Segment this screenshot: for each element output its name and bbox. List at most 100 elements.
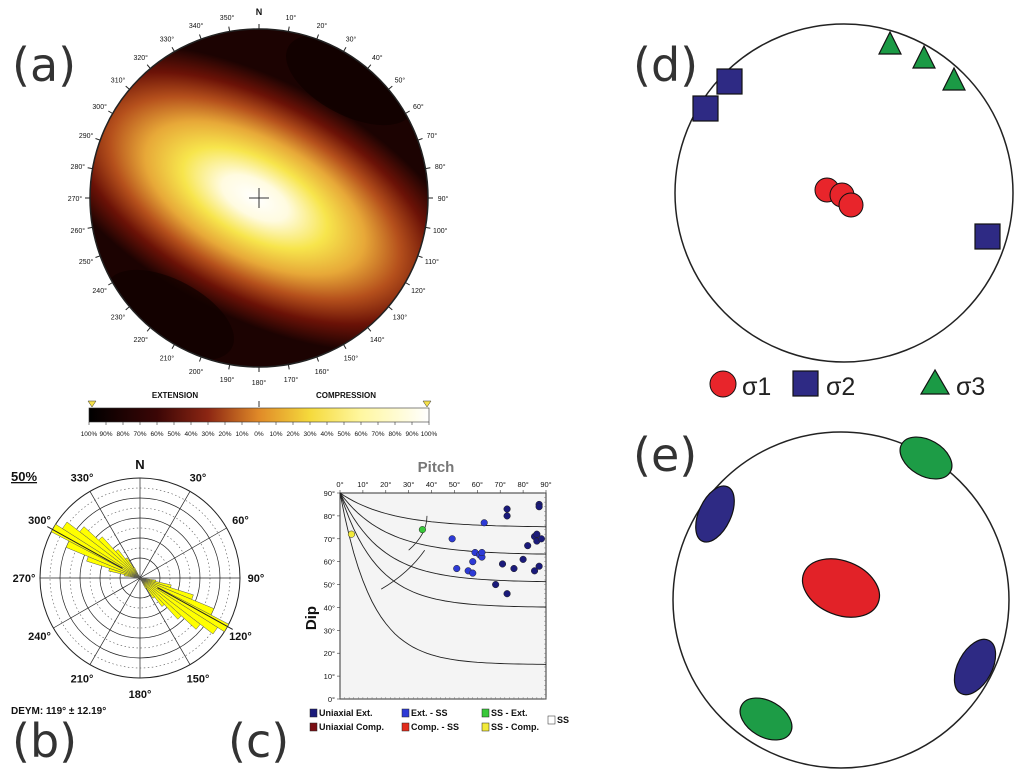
sigma2-square [974,223,1001,250]
rose-angle-label: 330° [71,473,94,485]
sigma3-triangle [878,30,902,55]
sigma1-circle [838,192,864,218]
x-tick-label: 10° [357,480,368,489]
legend-label: Uniaxial Ext. [319,708,373,718]
panel-label-c: (c) [228,714,290,768]
azimuth-ticks [85,24,433,372]
azimuth-tick [367,64,372,69]
azimuth-label: 70° [427,132,438,140]
colorbar-compression-title: COMPRESSION [316,391,376,400]
data-point [418,526,426,534]
azimuth-label: 10° [286,14,297,22]
colorbar-tick-label: 20% [218,431,231,438]
x-tick-label: 0° [336,480,343,489]
colorbar-left-marker [87,400,97,408]
legend-label: Uniaxial Comp. [319,722,384,732]
legend-swatch [481,708,490,718]
azimuth-tick [388,85,393,90]
legend-label: SS [557,715,569,725]
legend-label: Comp. - SS [411,722,459,732]
legend-swatch [481,722,490,732]
data-point [519,555,527,563]
data-point [537,535,545,543]
colorbar-tick-label: 10% [269,431,282,438]
azimuth-label: 160° [315,368,330,376]
colorbar-tick-label: 40% [320,431,333,438]
azimuth-label: 40° [372,54,383,62]
azimuth-label: 290° [79,132,94,140]
colorbar-tick-label: 80% [388,431,401,438]
azimuth-tick [367,327,372,332]
azimuth-tick [146,64,151,69]
azimuth-label: 100° [433,227,448,235]
azimuth-label: 270° [68,195,83,203]
rose-petal [139,577,147,589]
azimuth-label: 130° [393,313,408,321]
legend-sigma2-label: σ2 [826,373,855,401]
azimuth-tick [405,110,410,114]
azimuth-tick [171,47,175,52]
azimuth-label: 330° [160,36,175,44]
data-points [347,500,545,598]
azimuth-label: 240° [92,287,107,295]
azimuth-tick [343,47,347,52]
azimuth-label: 190° [220,376,235,384]
data-point [347,530,355,538]
sigma1-ellipse [801,558,881,618]
y-axis-label: Dip [303,606,320,630]
colorbar-tick-label: 60% [354,431,367,438]
azimuth-label: 220° [133,336,148,344]
y-tick-label: 40° [324,603,335,612]
panel-label-a: (a) [12,38,77,92]
plot-area [339,492,547,700]
sigma2-square [692,95,719,122]
azimuth-tick [425,226,431,229]
divider-arc [408,515,428,551]
rose-mean-line [157,587,233,630]
sigma3-ellipse [899,436,953,480]
azimuth-label: 110° [425,258,439,266]
sigma2-square [716,68,743,95]
azimuth-label: 300° [92,103,107,111]
azimuth-tick [87,167,93,170]
colorbar-ticks: 100% 90% 80% 70% 60% 50% 40% 30% 20% 10% 0% 10% 20% 3… [81,422,438,438]
rose-angle-label: 60° [232,515,249,527]
azimuth-tick [228,364,231,370]
azimuth-label: 150° [344,354,359,362]
rose-petal [133,567,141,579]
azimuth-tick [417,138,423,141]
legend-swatch [547,715,556,725]
azimuth-labels: 10° 20° 30° 40° 50° 60° 70° 80° 90° 100° 110° 120° 1… [68,14,449,387]
sigma3-triangle [942,66,966,91]
azimuth-tick [316,34,319,40]
azimuth-label: 20° [317,22,328,30]
colorbar-tick-label: 50% [337,431,350,438]
legend-swatch [309,708,318,718]
x-tick-label: 50° [449,480,460,489]
principal-stress-stereonet: σ1 σ2 σ3 [674,23,1014,401]
azimuth-tick [287,26,290,32]
azimuth-tick [95,138,101,141]
colorbar-tick-label: 100% [81,431,98,438]
y-tick-label: 30° [324,626,335,635]
colorbar-tick-label: 30% [303,431,316,438]
reference-curve [339,492,546,608]
legend-sigma1-symbol [709,370,737,398]
data-point [535,503,543,511]
sigma3-triangle [912,44,936,69]
stress-heatmap-stereonet: N 10° 20° 30° 40° 50° 60° 70° 80° 90° 100° 110° 120… [68,7,449,438]
stereonet-outline [672,431,1010,769]
legend-label: Ext. - SS [411,708,448,718]
rose-scale-label: 50% [11,469,37,484]
panel-label-b: (b) [12,714,78,768]
azimuth-label: 140° [370,336,385,344]
azimuth-label: 210° [160,354,175,362]
divider-arc [380,549,426,590]
data-point [503,505,511,513]
colorbar-tick-label: 90% [99,431,112,438]
rose-spoke [89,491,141,579]
azimuth-tick [228,26,231,32]
azimuth-label: 250° [79,258,94,266]
y-tick-label: 70° [324,535,335,544]
azimuth-label: 80° [435,163,446,171]
